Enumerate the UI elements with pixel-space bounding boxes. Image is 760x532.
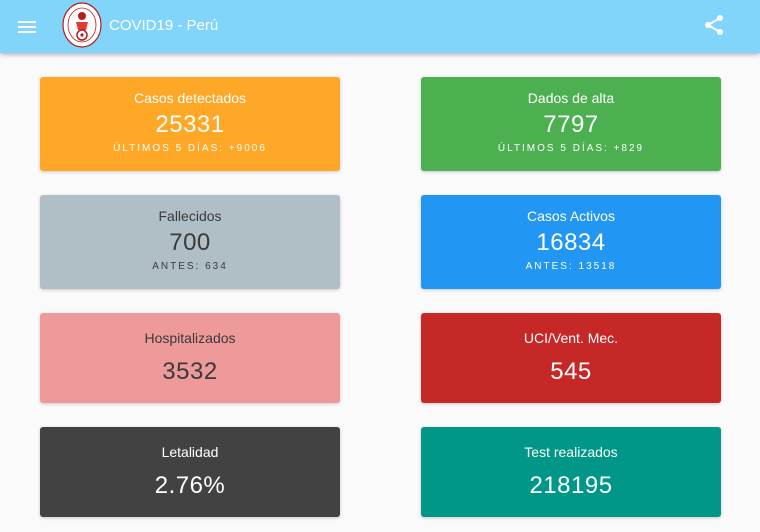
card-fallecidos[interactable]: Fallecidos 700 ANTES: 634	[40, 195, 340, 289]
card-label: Fallecidos	[158, 208, 222, 224]
card-value: 218195	[529, 472, 613, 499]
card-label: Dados de alta	[527, 90, 615, 106]
card-casos-activos[interactable]: Casos Activos 16834 ANTES: 13518	[421, 195, 721, 289]
card-label: UCI/Vent. Mec.	[523, 330, 619, 346]
card-test-realizados[interactable]: Test realizados 218195	[421, 427, 721, 517]
card-value: 3532	[162, 358, 218, 385]
card-letalidad[interactable]: Letalidad 2.76%	[40, 427, 340, 517]
card-subtext: ANTES: 634	[152, 261, 228, 272]
card-label: Hospitalizados	[144, 330, 236, 346]
card-label: Letalidad	[161, 444, 219, 460]
app-title: COVID19 - Perú	[109, 17, 219, 34]
card-subtext: ANTES: 13518	[525, 261, 617, 272]
card-value: 16834	[536, 229, 606, 256]
university-seal-logo	[62, 2, 102, 48]
card-value: 25331	[155, 111, 225, 138]
card-hospitalizados[interactable]: Hospitalizados 3532	[40, 313, 340, 403]
card-uci-vent-mec[interactable]: UCI/Vent. Mec. 545	[421, 313, 721, 403]
card-subtext: ÚLTIMOS 5 DÍAS: +9006	[113, 143, 267, 154]
card-label: Casos detectados	[133, 90, 247, 106]
share-icon[interactable]	[702, 13, 726, 37]
card-casos-detectados[interactable]: Casos detectados 25331 ÚLTIMOS 5 DÍAS: +…	[40, 77, 340, 171]
card-value: 2.76%	[154, 472, 226, 499]
menu-icon[interactable]	[15, 15, 39, 39]
app-bar: COVID19 - Perú	[0, 0, 760, 53]
card-label: Casos Activos	[527, 208, 615, 224]
card-value: 700	[169, 229, 211, 256]
card-subtext: ÚLTIMOS 5 DÍAS: +829	[497, 143, 645, 154]
card-label: Test realizados	[524, 444, 618, 460]
card-dados-de-alta[interactable]: Dados de alta 7797 ÚLTIMOS 5 DÍAS: +829	[421, 77, 721, 171]
card-value: 545	[550, 358, 592, 385]
card-value: 7797	[543, 111, 599, 138]
